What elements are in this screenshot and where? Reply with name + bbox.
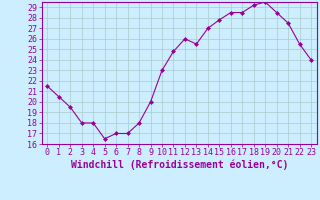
X-axis label: Windchill (Refroidissement éolien,°C): Windchill (Refroidissement éolien,°C) [70,160,288,170]
